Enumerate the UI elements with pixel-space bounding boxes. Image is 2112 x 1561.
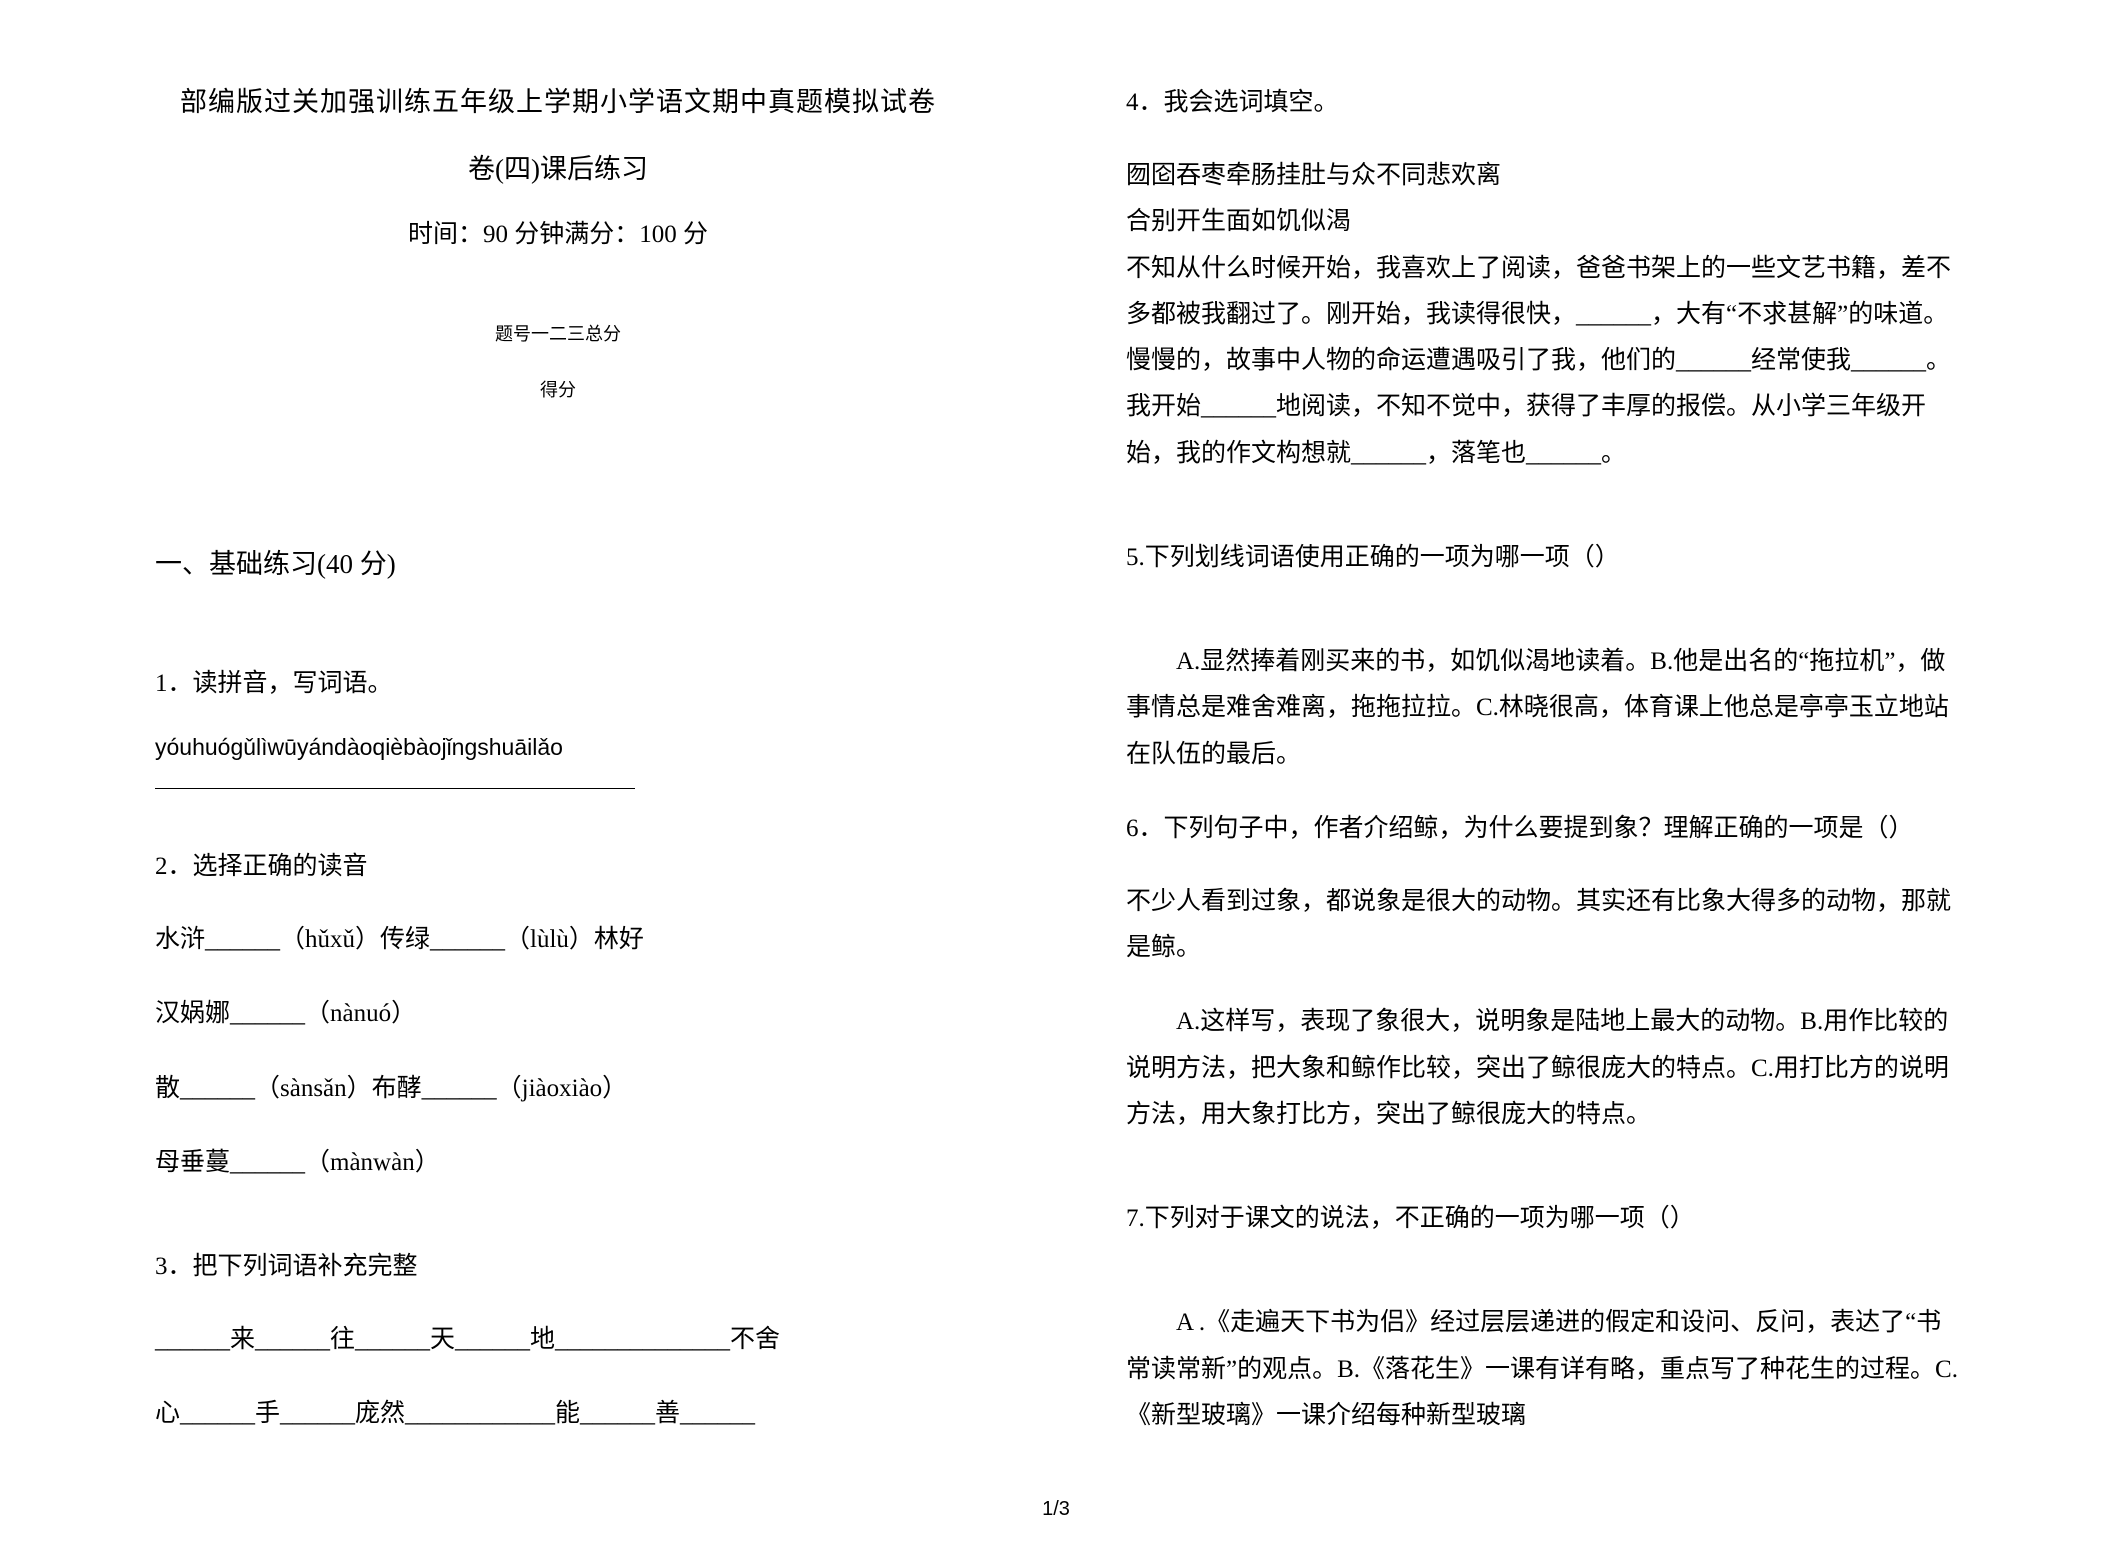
q5-options: A.显然捧着刚买来的书，如饥似渴地读着。B.他是出名的“拖拉机”，做事情总是难舍…	[1126, 639, 1962, 778]
question-7: 7.下列对于课文的说法，不正确的一项为哪一项（）	[1126, 1196, 1962, 1242]
section1-title: 一、基础练习(40 分)	[155, 542, 961, 581]
time-score: 时间：90 分钟满分：100 分	[155, 214, 961, 250]
q1-answer-line	[155, 769, 635, 789]
q4-para3: 不知从什么时候开始，我喜欢上了阅读，爸爸书架上的一些文艺书籍，差不多都被我翻过了…	[1126, 246, 1962, 477]
q4-para2: 合别开生面如饥似渴	[1126, 199, 1962, 245]
question-4: 4．我会选词填空。	[1126, 80, 1962, 125]
q1-pinyin: yóuhuógǔlìwūyándàoqièbàojǐngshuāilǎo	[155, 734, 961, 761]
spacer	[1126, 609, 1962, 639]
score-table-header: 题号一二三总分	[155, 320, 961, 346]
q6-number: 6．	[1126, 815, 1164, 842]
question-6: 6．下列句子中，作者介绍鲸，为什么要提到象？理解正确的一项是（）	[1126, 806, 1962, 851]
title-line1: 部编版过关加强训练五年级上学期小学语文期中真题模拟试卷	[155, 80, 961, 119]
q7-options: A .《走遍天下书为侣》经过层层递进的假定和设问、反问，表达了“书常读常新”的观…	[1126, 1300, 1962, 1439]
q2-line3: 散______（sànsǎn）布酵______（jiàoxiào）	[155, 1066, 961, 1112]
q3-text: 把下列词语补充完整	[193, 1253, 418, 1280]
question-1: 1．读拼音，写词语。	[155, 661, 961, 706]
page-container: 部编版过关加强训练五年级上学期小学语文期中真题模拟试卷 卷(四)课后练习 时间：…	[0, 0, 2112, 1561]
question-5: 5.下列划线词语使用正确的一项为哪一项（）	[1126, 535, 1962, 581]
title-line2: 卷(四)课后练习	[155, 147, 961, 186]
q3-line1: ______来______往______天______地____________…	[155, 1317, 961, 1363]
question-3: 3．把下列词语补充完整	[155, 1244, 961, 1289]
right-column: 4．我会选词填空。 囫囵吞枣牵肠挂肚与众不同悲欢离 合别开生面如饥似渴 不知从什…	[1056, 0, 2112, 1561]
q1-number: 1．	[155, 670, 193, 697]
spacer	[1126, 505, 1962, 535]
q2-line1: 水浒______（hǔxǔ）传绿______（lùlù）林好	[155, 917, 961, 963]
q6-text: 下列句子中，作者介绍鲸，为什么要提到象？理解正确的一项是（）	[1164, 815, 1914, 842]
q4-number: 4．	[1126, 89, 1164, 116]
score-table-row: 得分	[155, 376, 961, 402]
q6-para: 不少人看到过象，都说象是很大的动物。其实还有比象大得多的动物，那就是鲸。	[1126, 879, 1962, 972]
spacer	[1126, 1166, 1962, 1196]
page-number: 1/3	[1042, 1498, 1070, 1521]
spacer	[155, 1214, 961, 1244]
q2-line4: 母垂蔓______（mànwàn）	[155, 1140, 961, 1186]
q6-options: A.这样写，表现了象很大，说明象是陆地上最大的动物。B.用作比较的说明方法，把大…	[1126, 999, 1962, 1138]
q2-number: 2．	[155, 853, 193, 880]
q1-text: 读拼音，写词语。	[193, 670, 393, 697]
q3-number: 3．	[155, 1253, 193, 1280]
question-2: 2．选择正确的读音	[155, 844, 961, 889]
spacer	[1126, 1270, 1962, 1300]
q4-text: 我会选词填空。	[1164, 89, 1339, 116]
q3-line2: 心______手______庞然____________能______善____…	[155, 1391, 961, 1437]
q4-para1: 囫囵吞枣牵肠挂肚与众不同悲欢离	[1126, 153, 1962, 199]
q2-text: 选择正确的读音	[193, 853, 368, 880]
q2-line2: 汉娲娜______（nànuó）	[155, 991, 961, 1037]
left-column: 部编版过关加强训练五年级上学期小学语文期中真题模拟试卷 卷(四)课后练习 时间：…	[0, 0, 1056, 1561]
